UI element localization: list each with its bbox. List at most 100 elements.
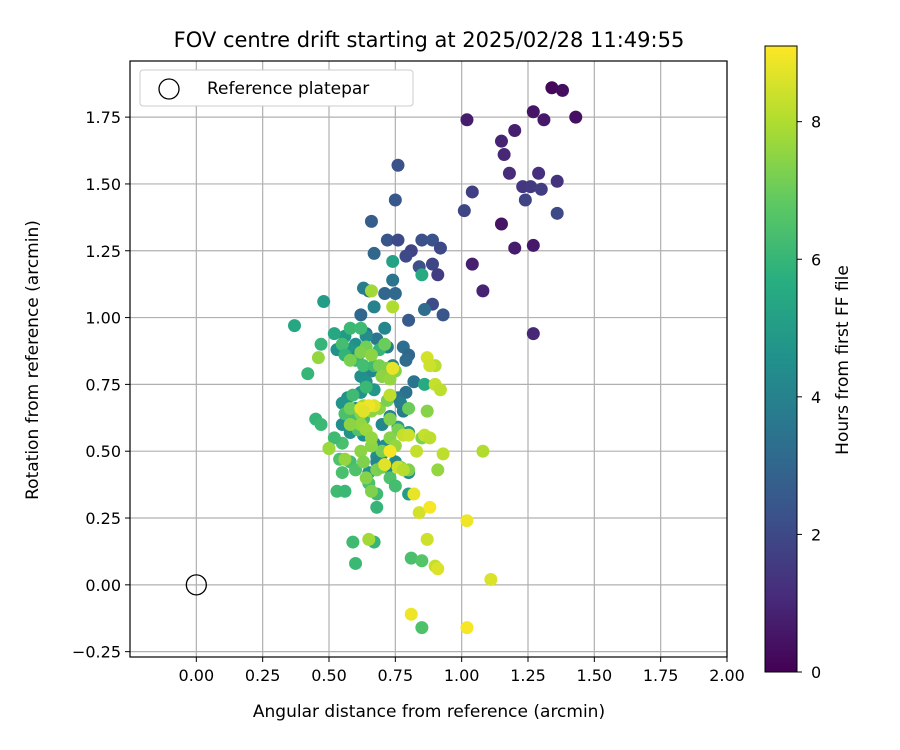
data-point (431, 463, 445, 477)
colorbar-label: Hours from first FF file (833, 265, 853, 455)
data-point (364, 348, 378, 362)
data-point (399, 353, 413, 367)
x-tick-label: 1.50 (577, 666, 613, 685)
data-point (356, 455, 370, 469)
data-point (367, 300, 381, 314)
data-point (338, 452, 352, 466)
data-point (391, 233, 405, 247)
data-point (425, 233, 439, 247)
y-tick-label: 1.25 (85, 242, 121, 261)
data-point (388, 287, 402, 301)
data-point (314, 417, 328, 431)
data-point (314, 337, 328, 351)
colorbar-tick-label: 0 (811, 663, 821, 682)
data-point (423, 431, 437, 445)
data-point (407, 375, 421, 389)
data-point (526, 327, 540, 341)
data-point (343, 353, 357, 367)
data-point (484, 572, 498, 586)
data-point (415, 554, 429, 568)
data-point (386, 361, 400, 375)
data-point (550, 206, 564, 220)
data-point (388, 479, 402, 493)
data-point (418, 303, 432, 317)
data-point (399, 249, 413, 263)
data-point (383, 412, 397, 426)
data-point (349, 463, 363, 477)
x-tick-label: 0.00 (179, 666, 215, 685)
data-point (460, 514, 474, 528)
data-point (420, 532, 434, 546)
data-point (288, 319, 302, 333)
data-point (335, 337, 349, 351)
data-point (327, 431, 341, 445)
data-point (407, 487, 421, 501)
legend-box (139, 69, 414, 107)
data-point (457, 204, 471, 218)
data-point (415, 233, 429, 247)
colorbar: 0 2 4 6 8 Hours from first FF file (764, 45, 853, 682)
data-point (343, 401, 357, 415)
data-point (386, 273, 400, 287)
x-tick-label: 0.50 (311, 666, 347, 685)
data-point (311, 351, 325, 365)
data-point (436, 308, 450, 322)
legend-marker-circle-icon (158, 78, 180, 100)
data-point (412, 506, 426, 520)
data-point (423, 500, 437, 514)
y-tick-label: 0.25 (85, 509, 121, 528)
x-axis-label: Angular distance from reference (arcmin) (253, 702, 605, 722)
y-tick-label: 1.00 (85, 309, 121, 328)
data-point (415, 621, 429, 635)
data-point (555, 83, 569, 97)
data-point (550, 174, 564, 188)
data-point (502, 166, 516, 180)
data-point (370, 500, 384, 514)
data-point (356, 359, 370, 373)
x-tick-label: 1.25 (510, 666, 546, 685)
x-tick-label: 0.75 (378, 666, 414, 685)
data-point (433, 241, 447, 255)
data-point (388, 193, 402, 207)
y-tick-label: 1.50 (85, 175, 121, 194)
data-point (494, 134, 508, 148)
data-point (431, 268, 445, 282)
data-point (327, 327, 341, 341)
colorbar-tick-label: 6 (811, 250, 821, 269)
data-point (378, 458, 392, 472)
data-point (378, 287, 392, 301)
data-point (359, 380, 373, 394)
data-point (386, 300, 400, 314)
data-point (410, 444, 424, 458)
data-point (524, 180, 538, 194)
legend-entry-label: Reference platepar (207, 79, 369, 99)
data-point (354, 345, 368, 359)
plot-frame (129, 60, 728, 658)
data-point (317, 295, 331, 309)
data-point (460, 113, 474, 127)
data-point (396, 463, 410, 477)
data-point (476, 444, 490, 458)
data-point (301, 367, 315, 381)
data-point (386, 254, 400, 268)
data-point (402, 313, 416, 327)
data-point (362, 532, 376, 546)
data-point (378, 337, 392, 351)
data-point (380, 233, 394, 247)
data-point (383, 444, 397, 458)
data-point (364, 214, 378, 228)
data-point (425, 257, 439, 271)
data-point (508, 123, 522, 137)
data-point (367, 246, 381, 260)
data-point (404, 551, 418, 565)
plot-area: 0.00 0.25 0.50 0.75 1.00 1.25 1.50 1.75 2.00 −0.… (72, 60, 745, 685)
data-point (343, 321, 357, 335)
data-point (526, 105, 540, 119)
data-point (526, 238, 540, 252)
x-tick-label: 2.00 (709, 666, 745, 685)
legend: Reference platepar (139, 69, 414, 107)
data-point (359, 471, 373, 485)
data-point (431, 562, 445, 576)
data-point (436, 447, 450, 461)
data-point (537, 113, 551, 127)
